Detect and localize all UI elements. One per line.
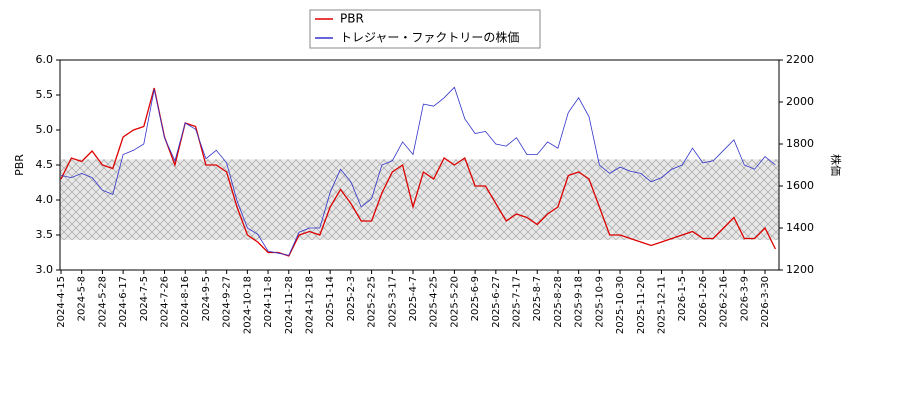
y-tick-label: 4.5: [36, 158, 54, 171]
legend-label: トレジャー・ファクトリーの株価: [340, 30, 519, 45]
y-tick-label: 4.0: [36, 193, 54, 206]
x-tick-label: 2024-5-8: [77, 276, 88, 321]
x-tick-label: 2024-12-18: [304, 276, 315, 334]
y2-tick-label: 1400: [786, 221, 814, 234]
legend-label: PBR: [340, 12, 364, 26]
x-tick-label: 2025-7-17: [512, 276, 523, 328]
x-tick-label: 2025-5-20: [449, 276, 460, 328]
y2-tick-label: 1800: [786, 137, 814, 150]
x-tick-label: 2025-6-9: [470, 276, 481, 321]
y-axis-label: PBR: [13, 154, 26, 176]
x-tick-label: 2025-3-17: [387, 276, 398, 328]
x-tick-label: 2025-8-7: [532, 276, 543, 321]
x-tick-label: 2024-5-28: [97, 276, 108, 328]
x-tick-label: 2024-7-26: [160, 276, 171, 328]
x-tick-label: 2026-2-16: [719, 276, 730, 328]
x-tick-label: 2026-3-30: [760, 276, 771, 328]
y2-tick-label: 1600: [786, 179, 814, 192]
x-tick-label: 2024-9-27: [222, 276, 233, 328]
series-line: [60, 86, 776, 256]
x-tick-label: 2025-4-25: [429, 276, 440, 328]
x-tick-label: 2024-6-17: [118, 276, 129, 328]
x-tick-label: 2025-8-28: [553, 276, 564, 328]
y-tick-label: 3.5: [36, 228, 54, 241]
y-tick-label: 5.5: [36, 88, 54, 101]
x-tick-label: 2024-11-8: [263, 276, 274, 328]
x-tick-label: 2025-10-30: [615, 276, 626, 334]
x-tick-label: 2024-11-28: [284, 276, 295, 334]
x-tick-label: 2025-11-20: [636, 276, 647, 334]
y-tick-label: 3.0: [36, 263, 54, 276]
x-tick-label: 2024-7-5: [139, 276, 150, 321]
x-tick-label: 2024-4-15: [56, 276, 67, 328]
y2-tick-label: 1200: [786, 263, 814, 276]
x-tick-label: 2025-10-9: [594, 276, 605, 328]
x-tick-label: 2025-12-11: [656, 276, 667, 334]
x-tick-label: 2025-1-14: [325, 276, 336, 328]
y-tick-label: 6.0: [36, 53, 54, 66]
x-tick-label: 2025-2-3: [346, 276, 357, 321]
x-tick-label: 2026-1-5: [677, 276, 688, 321]
x-tick-label: 2025-4-7: [408, 276, 419, 321]
x-tick-label: 2025-6-27: [491, 276, 502, 328]
y2-tick-label: 2000: [786, 95, 814, 108]
x-tick-label: 2025-9-18: [574, 276, 585, 328]
y2-axis-label: 株価: [829, 154, 843, 176]
x-tick-label: 2024-8-16: [180, 276, 191, 328]
x-tick-label: 2026-3-9: [739, 276, 750, 321]
y2-tick-label: 2200: [786, 53, 814, 66]
plot-frame: [59, 59, 780, 271]
x-tick-label: 2024-10-18: [242, 276, 253, 334]
x-tick-label: 2024-9-5: [201, 276, 212, 321]
y-tick-label: 5.0: [36, 123, 54, 136]
x-tick-label: 2026-1-26: [698, 276, 709, 328]
typical-range-band: [60, 159, 779, 240]
series-line: [60, 87, 776, 257]
legend-box: [309, 9, 541, 49]
x-tick-label: 2025-2-25: [367, 276, 378, 328]
